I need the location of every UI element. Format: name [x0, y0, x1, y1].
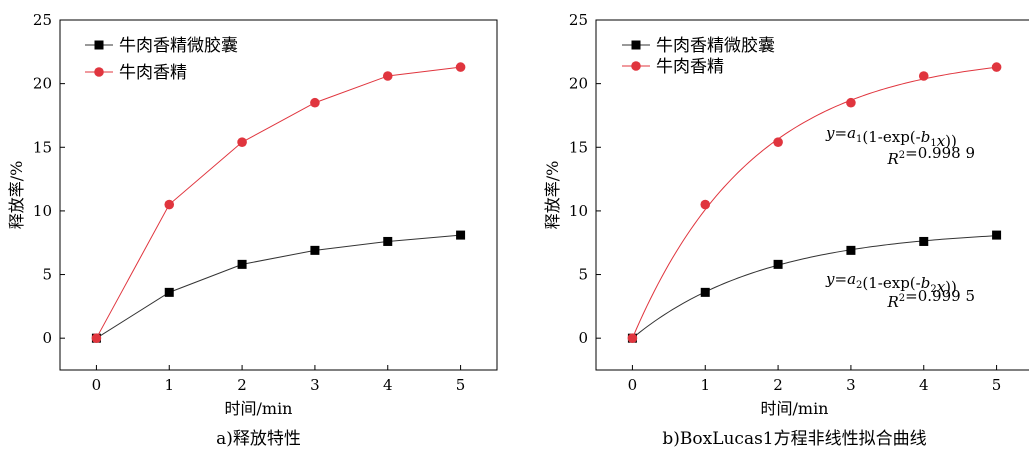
y-tick-label: 20 — [569, 75, 588, 93]
data-point — [237, 259, 247, 269]
legend-label: 牛肉香精 — [656, 57, 724, 77]
legend-marker — [94, 40, 104, 50]
x-tick-label: 3 — [310, 376, 320, 394]
data-point — [455, 62, 466, 72]
y-tick-label: 25 — [569, 11, 588, 29]
fit-curve — [631, 66, 997, 339]
x-tick-label: 0 — [628, 376, 638, 394]
data-point — [700, 287, 710, 297]
data-point — [773, 259, 783, 269]
data-point — [846, 97, 856, 108]
series-line — [96, 234, 461, 339]
chart-caption: b)BoxLucas1方程非线性拟合曲线 — [662, 429, 926, 449]
data-point — [627, 333, 638, 343]
chart-panel-b: 0 1 2 3 4 5 0 5 10 15 20 25 时间/min 释放率/% b)BoxLucas1方程… — [543, 11, 1029, 449]
data-point — [991, 62, 1002, 72]
x-axis-label: 时间/min — [761, 399, 829, 418]
data-point — [456, 230, 466, 240]
plot-frame — [59, 19, 498, 371]
legend-label: 牛肉香精微胶囊 — [119, 36, 238, 56]
x-tick-label: 4 — [383, 376, 393, 394]
fit-annotation: y=a1(1-exp(-b1x)) — [825, 124, 957, 150]
x-tick-label: 4 — [919, 376, 929, 394]
legend-label: 牛肉香精 — [119, 63, 187, 83]
y-axis-label: 释放率/% — [543, 161, 562, 230]
y-tick-label: 0 — [578, 329, 588, 347]
data-point — [164, 287, 174, 297]
fit-annotation: R2=0.998 9 — [887, 144, 976, 168]
legend-label: 牛肉香精微胶囊 — [656, 36, 775, 56]
x-tick-label: 0 — [92, 376, 102, 394]
data-point — [383, 236, 393, 246]
x-tick-label: 2 — [237, 376, 247, 394]
plot-frame — [595, 19, 1029, 371]
series-microcapsule — [91, 230, 466, 343]
series-line — [95, 66, 461, 339]
y-tick-label: 0 — [42, 329, 52, 347]
data-point — [382, 71, 393, 81]
y-tick-label: 10 — [33, 202, 52, 220]
x-tick-label: 5 — [456, 376, 466, 394]
chart-caption: a)释放特性 — [216, 429, 301, 449]
y-tick-label: 25 — [33, 11, 52, 29]
data-point — [919, 236, 929, 246]
data-point — [700, 199, 711, 210]
data-point — [992, 230, 1002, 240]
data-point — [846, 245, 856, 255]
series-flavor — [627, 62, 1002, 343]
x-tick-label: 5 — [992, 376, 1002, 394]
data-point — [237, 137, 247, 147]
y-tick-label: 15 — [33, 138, 52, 156]
data-point — [91, 333, 102, 343]
data-point — [310, 245, 320, 255]
fit-annotation: R2=0.999 5 — [887, 287, 976, 311]
y-tick-label: 10 — [569, 202, 588, 220]
series-flavor — [91, 62, 466, 343]
fit-curve — [632, 235, 997, 339]
y-tick-label: 20 — [33, 75, 52, 93]
y-axis-label: 释放率/% — [7, 161, 26, 230]
data-point — [773, 137, 783, 147]
data-point — [918, 71, 929, 81]
x-tick-label: 2 — [773, 376, 783, 394]
x-tick-label: 1 — [164, 376, 174, 394]
x-tick-label: 3 — [846, 376, 856, 394]
chart-panel-a: 0 1 2 3 4 5 0 5 10 15 20 25 时间/min 释放率/% a)释放特性 牛肉香精微胶囊… — [7, 11, 498, 449]
x-axis-label: 时间/min — [225, 399, 293, 418]
data-point — [164, 199, 175, 210]
x-tick-label: 1 — [700, 376, 710, 394]
legend-marker — [94, 67, 104, 77]
y-tick-label: 5 — [578, 266, 588, 284]
fit-annotation: y=a2(1-exp(-b2x)) — [825, 270, 957, 296]
legend-marker — [631, 40, 641, 50]
data-point — [310, 97, 320, 108]
y-tick-label: 5 — [42, 266, 52, 284]
legend-marker — [631, 61, 641, 71]
y-tick-label: 15 — [569, 138, 588, 156]
